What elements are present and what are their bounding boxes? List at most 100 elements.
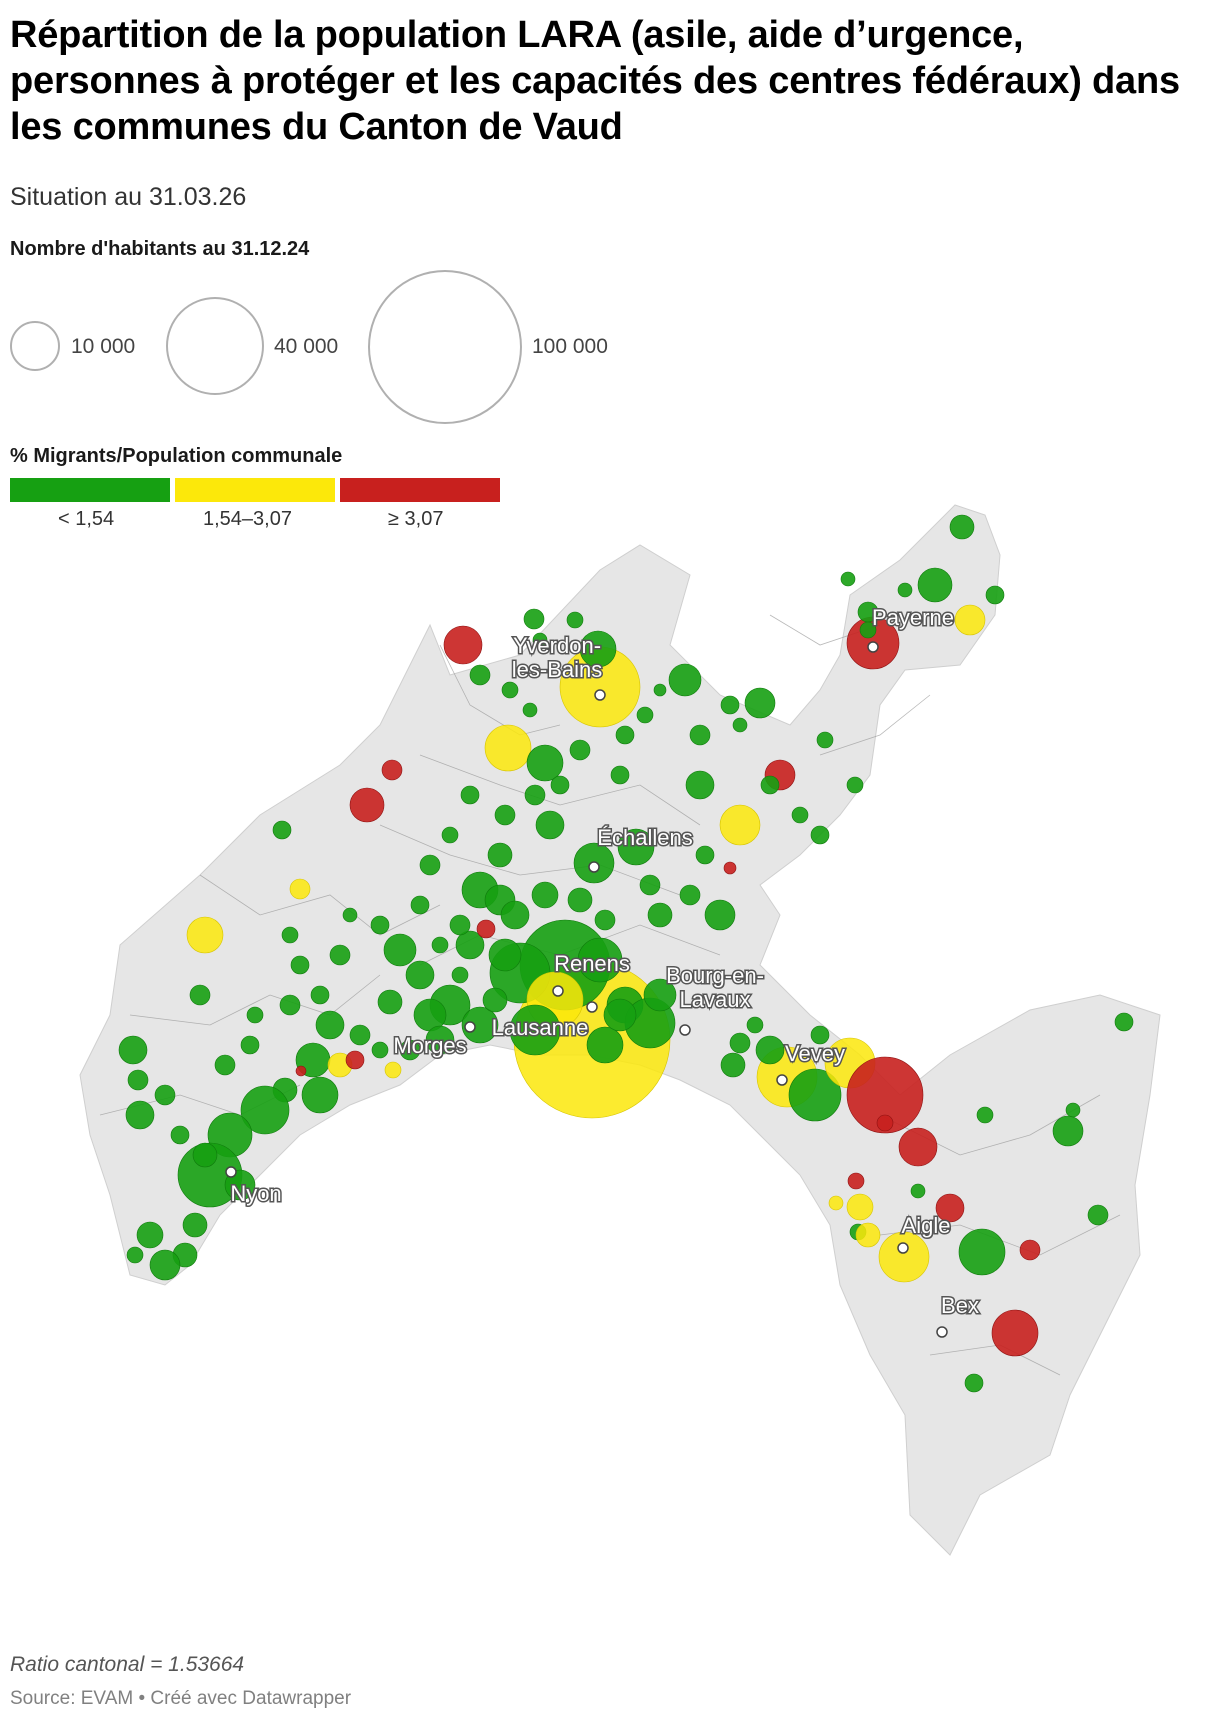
- commune-bubble-high: [476, 919, 496, 939]
- commune-bubble-low: [949, 514, 975, 540]
- commune-bubble-high: [723, 861, 737, 875]
- color-bin-high: [340, 478, 500, 502]
- city-label-aigle: Aigle: [902, 1213, 951, 1238]
- commune-bubble-high: [991, 1309, 1039, 1357]
- commune-bubble-high: [876, 1114, 894, 1132]
- commune-bubble-low: [136, 1221, 164, 1249]
- city-dot-morges: [464, 1021, 476, 1033]
- commune-bubble-low: [154, 1084, 176, 1106]
- commune-bubble-low: [126, 1246, 144, 1264]
- commune-bubble-high: [898, 1127, 938, 1167]
- commune-bubble-low: [377, 989, 403, 1015]
- commune-bubble-low: [639, 874, 661, 896]
- source-credit: Source: EVAM • Créé avec Datawrapper: [10, 1688, 352, 1709]
- commune-bubble-low: [531, 881, 559, 909]
- commune-bubble-low: [732, 717, 748, 733]
- color-label-low: < 1,54: [58, 508, 115, 530]
- size-circle-small: [10, 321, 60, 371]
- commune-bubble-low: [755, 1035, 785, 1065]
- commune-bubble-low: [451, 966, 469, 984]
- commune-bubble-low: [976, 1106, 994, 1124]
- commune-bubble-low: [125, 1100, 155, 1130]
- commune-bubble-low: [449, 914, 471, 936]
- commune-bubble-low: [461, 1006, 499, 1044]
- city-dot-nyon: [225, 1166, 237, 1178]
- commune-bubble-low: [118, 1035, 148, 1065]
- commune-bubble-low: [501, 681, 519, 699]
- commune-bubble-low: [524, 784, 546, 806]
- commune-bubble-high: [295, 1065, 307, 1077]
- commune-bubble-low: [643, 978, 677, 1012]
- commune-bubble-low: [810, 825, 830, 845]
- city-dot-payerne: [867, 641, 879, 653]
- commune-bubble-low: [405, 960, 435, 990]
- commune-bubble-low: [487, 842, 513, 868]
- commune-bubble-low: [526, 744, 564, 782]
- commune-bubble-low: [636, 706, 654, 724]
- commune-bubble-low: [816, 731, 834, 749]
- city-label-vevey: Vevey: [785, 1041, 845, 1066]
- commune-bubble-mid: [484, 724, 532, 772]
- city-label-renens: Renens: [554, 951, 630, 976]
- commune-bubble-low: [189, 984, 211, 1006]
- commune-bubble-high: [381, 759, 403, 781]
- commune-bubble-low: [679, 884, 701, 906]
- city-label-yverdon-1: Yverdon-: [513, 633, 601, 658]
- size-legend-title: Nombre d'habitants au 31.12.24: [10, 238, 310, 260]
- commune-bubble-low: [149, 1249, 181, 1281]
- commune-bubble-mid: [289, 878, 311, 900]
- commune-bubble-low: [419, 854, 441, 876]
- color-label-mid: 1,54–3,07: [203, 508, 292, 530]
- city-label-lausanne: Lausanne: [492, 1015, 589, 1040]
- commune-bubble-mid: [384, 1061, 402, 1079]
- city-label-bourg-2: Lavaux: [680, 987, 751, 1012]
- city-label-payerne: Payerne: [872, 605, 954, 630]
- commune-bubble-low: [569, 739, 591, 761]
- commune-bubble-mid: [846, 1193, 874, 1221]
- commune-bubble-low: [315, 1010, 345, 1040]
- commune-bubble-low: [349, 1024, 371, 1046]
- size-label-small: 10 000: [71, 335, 136, 358]
- commune-bubble-low: [689, 724, 711, 746]
- commune-bubble-mid: [878, 1231, 930, 1283]
- commune-bubble-high: [443, 625, 483, 665]
- commune-bubble-low: [192, 1142, 218, 1168]
- city-dot-lausanne: [586, 1001, 598, 1013]
- size-circle-medium: [166, 297, 264, 395]
- size-circle-large: [368, 270, 522, 424]
- city-dot-echallens: [588, 861, 600, 873]
- commune-bubble-mid: [954, 604, 986, 636]
- commune-bubble-low: [577, 937, 623, 983]
- commune-bubble-low: [958, 1228, 1006, 1276]
- commune-bubble-low: [370, 915, 390, 935]
- city-dot-yverdon: [594, 689, 606, 701]
- commune-bubble-mid: [186, 916, 224, 954]
- commune-bubbles: [118, 514, 1134, 1393]
- commune-bubble-mid: [855, 1222, 881, 1248]
- size-legend: 10 000 40 000 100 000: [0, 265, 700, 430]
- commune-bubble-low: [647, 902, 673, 928]
- commune-bubble-low: [744, 687, 776, 719]
- commune-bubble-low: [840, 571, 856, 587]
- commune-bubble-low: [615, 725, 635, 745]
- footnote-ratio: Ratio cantonal = 1.53664: [10, 1653, 245, 1676]
- commune-bubble-low: [488, 938, 522, 972]
- commune-bubble-low: [720, 695, 740, 715]
- commune-bubble-low: [301, 1076, 339, 1114]
- commune-bubble-low: [240, 1085, 290, 1135]
- commune-bubble-low: [586, 1026, 624, 1064]
- commune-bubble-low: [985, 585, 1005, 605]
- commune-bubble-low: [695, 845, 715, 865]
- commune-bubble-low: [788, 1068, 842, 1122]
- commune-bubble-low: [455, 930, 485, 960]
- commune-bubble-low: [127, 1069, 149, 1091]
- commune-bubble-low: [523, 608, 545, 630]
- commune-bubble-low: [760, 775, 780, 795]
- commune-bubble-low: [550, 775, 570, 795]
- commune-bubble-low: [310, 985, 330, 1005]
- commune-bubble-low: [469, 664, 491, 686]
- commune-bubble-high: [935, 1193, 965, 1223]
- commune-bubble-low: [182, 1212, 208, 1238]
- city-dot-vevey: [776, 1074, 788, 1086]
- commune-bubble-low: [594, 909, 616, 931]
